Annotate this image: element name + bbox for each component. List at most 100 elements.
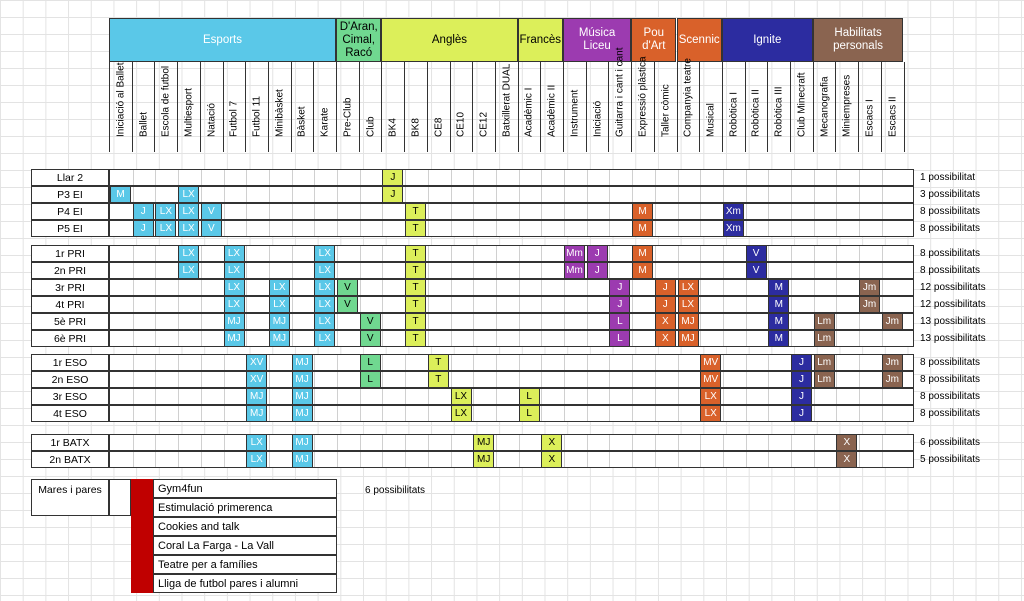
- cell-divider: [632, 297, 634, 312]
- schedule-cell: T: [405, 245, 427, 262]
- row-total: 13 possibilitats: [920, 316, 986, 327]
- cell-divider: [836, 355, 838, 370]
- cell-divider: [677, 187, 679, 202]
- cell-divider: [200, 452, 202, 467]
- cell-divider: [677, 204, 679, 219]
- column-header: Instrument: [563, 62, 586, 152]
- column-header-label: Acadèmic I: [523, 87, 535, 137]
- schedule-cell: LX: [450, 405, 472, 422]
- cell-divider: [405, 372, 407, 387]
- cell-divider: [609, 452, 611, 467]
- schedule-cell: T: [427, 371, 449, 388]
- cell-divider: [791, 204, 792, 219]
- parent-activity: Coral La Farga - La Vall: [153, 536, 337, 555]
- cell-divider: [813, 263, 815, 278]
- cell-divider: [495, 372, 497, 387]
- cell-divider: [155, 280, 157, 295]
- schedule-cell: LX: [677, 296, 699, 313]
- schedule-cell: MJ: [473, 434, 495, 451]
- column-header: Robòtica I: [721, 62, 745, 152]
- cell-divider: [405, 452, 407, 467]
- cell-divider: [473, 204, 475, 219]
- cell-divider: [155, 452, 157, 467]
- cell-divider: [813, 280, 815, 295]
- cell-divider: [541, 355, 543, 370]
- cell-divider: [881, 221, 883, 236]
- cell-divider: [268, 187, 270, 202]
- cell-divider: [405, 187, 407, 202]
- cell-divider: [768, 263, 770, 278]
- column-header-label: Guitarra i cant i cant: [614, 47, 626, 137]
- cell-divider: [132, 406, 134, 421]
- cell-divider: [178, 314, 180, 329]
- cell-divider: [337, 355, 338, 370]
- cell-divider: [155, 263, 157, 278]
- column-header: Multiesport: [177, 62, 200, 152]
- schedule-cell: T: [405, 313, 427, 330]
- parent-activity: Lliga de futbol pares i alumni: [153, 574, 337, 593]
- cell-divider: [586, 355, 588, 370]
- column-header: Acadèmic II: [540, 62, 563, 152]
- row-track: [109, 434, 914, 451]
- cell-divider: [881, 204, 883, 219]
- cell-divider: [813, 297, 815, 312]
- row-label: P3 EI: [31, 186, 109, 203]
- schedule-cell: MJ: [223, 330, 245, 347]
- cell-divider: [836, 372, 838, 387]
- row-total: 8 possibilitats: [920, 265, 981, 276]
- cell-divider: [881, 389, 883, 404]
- cell-divider: [586, 389, 588, 404]
- schedule-cell: MJ: [291, 451, 313, 468]
- cell-divider: [609, 246, 611, 261]
- cell-divider: [700, 221, 702, 236]
- cell-divider: [632, 280, 634, 295]
- cell-divider: [632, 331, 634, 346]
- cell-divider: [586, 406, 588, 421]
- cell-divider: [200, 372, 202, 387]
- cell-divider: [609, 170, 611, 185]
- cell-divider: [473, 406, 475, 421]
- cell-divider: [405, 435, 407, 450]
- schedule-cell: L: [518, 405, 540, 422]
- schedule-cell: T: [405, 203, 427, 220]
- cell-divider: [518, 331, 520, 346]
- schedule-cell: J: [654, 296, 676, 313]
- parent-activity: Teatre per a famílies: [153, 555, 337, 574]
- cell-divider: [450, 204, 452, 219]
- row-total: 12 possibilitats: [920, 282, 986, 293]
- cell-divider: [473, 389, 475, 404]
- cell-divider: [382, 355, 384, 370]
- cell-divider: [518, 246, 520, 261]
- cell-divider: [178, 170, 180, 185]
- cell-divider: [654, 204, 656, 219]
- column-header-label: Multiesport: [183, 88, 195, 137]
- cell-divider: [609, 435, 611, 450]
- cell-divider: [382, 406, 384, 421]
- row-total: 5 possibilitats: [920, 454, 981, 465]
- schedule-cell: LX: [223, 262, 245, 279]
- cell-divider: [745, 452, 747, 467]
- column-header-label: CE8: [433, 117, 445, 137]
- cell-divider: [859, 246, 861, 261]
- schedule-cell: MV: [700, 371, 722, 388]
- cell-divider: [473, 263, 475, 278]
- cell-divider: [745, 204, 747, 219]
- cell-divider: [518, 187, 520, 202]
- cell-divider: [155, 435, 157, 450]
- cell-divider: [700, 170, 702, 185]
- schedule-cell: LX: [314, 279, 336, 296]
- cell-divider: [881, 297, 883, 312]
- cell-divider: [881, 170, 883, 185]
- cell-divider: [382, 372, 384, 387]
- row-label: P5 EI: [31, 220, 109, 237]
- cell-divider: [881, 452, 883, 467]
- column-header-label: Club Minecraft: [796, 72, 808, 137]
- schedule-cell: MJ: [246, 405, 268, 422]
- cell-divider: [677, 372, 679, 387]
- schedule-cell: M: [768, 313, 790, 330]
- cell-divider: [632, 314, 634, 329]
- cell-divider: [541, 331, 543, 346]
- column-header-label: Pre-Club: [342, 97, 354, 137]
- cell-divider: [881, 263, 883, 278]
- column-header-label: CE12: [478, 111, 490, 137]
